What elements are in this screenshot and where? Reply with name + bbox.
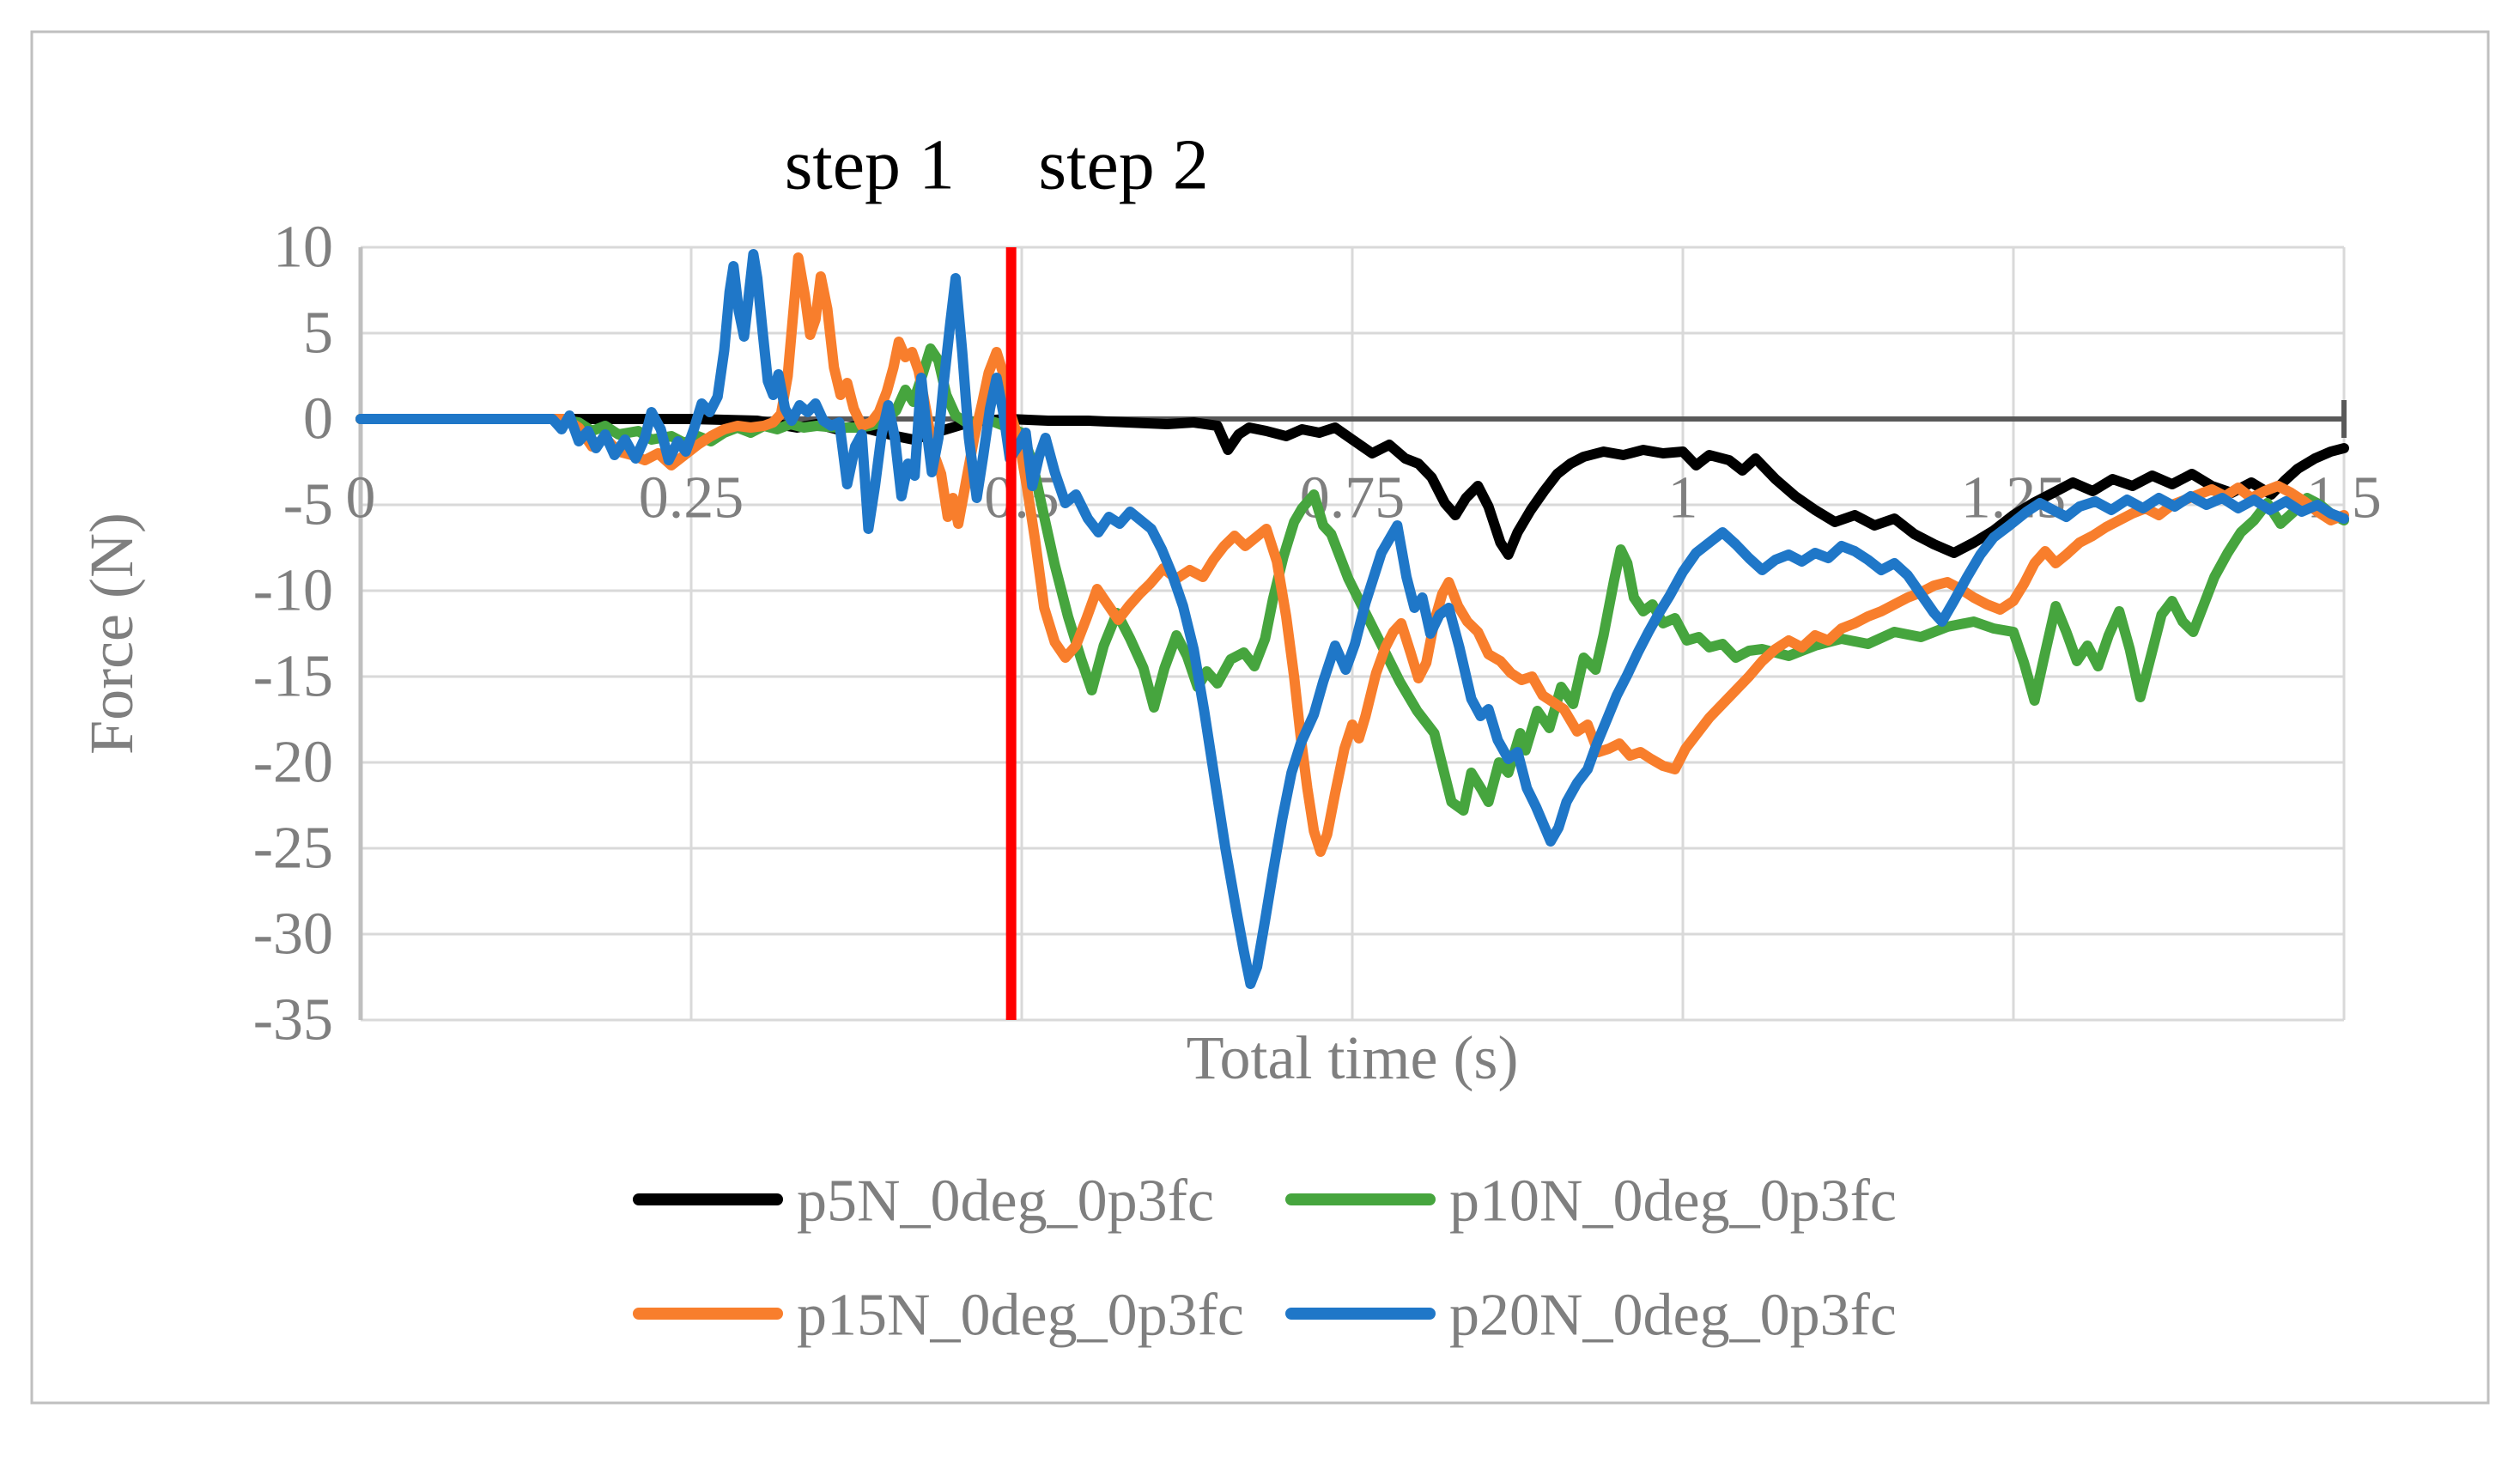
- y-tick-label: -35: [253, 987, 333, 1053]
- legend-label-p5n: p5N_0deg_0p3fc: [797, 1169, 1214, 1235]
- legend-swatch-p10n: [1285, 1193, 1436, 1205]
- y-axis-title: Force (N): [77, 513, 146, 755]
- step2-label: step 2: [1038, 125, 1208, 205]
- legend-label-p15n: p15N_0deg_0p3fc: [797, 1283, 1244, 1349]
- y-tick-labels: 10 5 0 -5 -10 -15 -20 -25 -30 -35: [253, 215, 333, 1053]
- step1-label: step 1: [785, 125, 955, 205]
- y-tick-label: -30: [253, 902, 333, 968]
- x-tick-label: 1: [1668, 465, 1698, 531]
- series-lines: [355, 249, 2349, 989]
- y-tick-label: -5: [283, 472, 333, 538]
- legend-swatch-p15n: [633, 1308, 783, 1320]
- series-line-p15N_0deg_0p3fc: [355, 252, 2349, 857]
- series-line-p20N_0deg_0p3fc: [355, 249, 2349, 989]
- x-axis-title: Total time (s): [1187, 1023, 1519, 1092]
- y-tick-label: 5: [303, 301, 333, 367]
- y-tick-label: 10: [273, 215, 333, 281]
- y-tick-label: -20: [253, 730, 333, 796]
- legend-label-p10n: p10N_0deg_0p3fc: [1449, 1169, 1897, 1235]
- legend: p5N_0deg_0p3fc p10N_0deg_0p3fc p15N_0deg…: [633, 1169, 1897, 1349]
- series-line-p10N_0deg_0p3fc: [355, 343, 2349, 816]
- y-tick-label: -15: [253, 644, 333, 710]
- y-tick-label: 0: [303, 386, 333, 452]
- x-tick-label: 0.25: [639, 465, 744, 531]
- y-tick-label: -25: [253, 816, 333, 882]
- x-tick-label: 0: [346, 465, 376, 531]
- legend-swatch-p20n: [1285, 1308, 1436, 1320]
- y-tick-label: -10: [253, 558, 333, 624]
- figure-border: [30, 30, 2490, 1405]
- legend-swatch-p5n: [633, 1193, 783, 1205]
- legend-label-p20n: p20N_0deg_0p3fc: [1449, 1283, 1897, 1349]
